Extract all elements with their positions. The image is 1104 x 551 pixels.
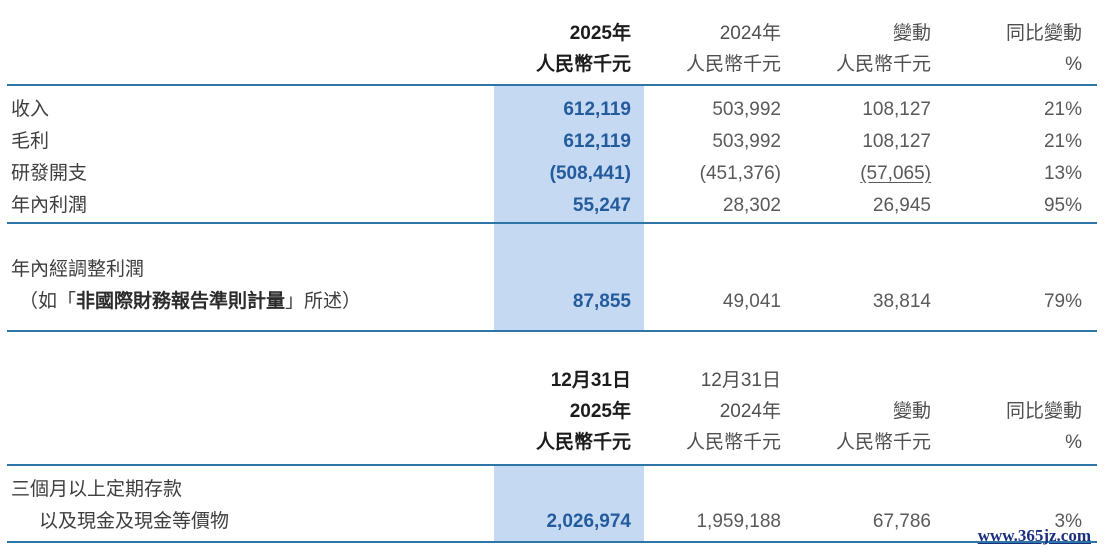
header-date-2025: 12月31日 [550,370,631,391]
value-2024: 49,041 [722,291,781,312]
row-label-adjusted: 年內經調整利潤 （如「非國際財務報告準則計量」所述） [0,254,494,318]
value-yoy: 95% [1043,195,1082,216]
table2-top-rule [7,464,1097,466]
header-2025-unit: 人民幣千元 [535,432,631,453]
header-blank [944,365,1082,396]
header-yoy: 同比變動 [1005,401,1082,422]
value-2025: (508,441) [549,163,631,184]
table2-header-col-yoy: 同比變動 % [944,365,1104,458]
value-change: 67,786 [872,511,931,532]
header-blank [794,365,931,396]
value-change: 26,945 [872,195,931,216]
deposits-label-line2: 以及現金及現金等價物 [39,511,230,532]
row-label: 年內利潤 [11,195,88,216]
value-yoy: 21% [1043,99,1082,120]
value-yoy: 13% [1043,163,1082,184]
value-2025: 612,119 [563,99,631,120]
adjusted-label-prefix: （如「 [19,291,77,312]
header-2025-year: 2025年 [569,401,631,422]
header-yoy: 同比變動 [1005,23,1082,44]
table1-body: 收入 612,119 503,992 108,127 21% 毛利 612,11… [0,86,1104,222]
value-yoy: 3% [1054,511,1082,532]
highlight-band-2025-table2 [494,466,644,541]
header-change-unit: 人民幣千元 [835,54,931,75]
row-label: 收入 [11,99,50,120]
table1-mid-rule [7,222,1097,224]
header-2025-year: 2025年 [569,23,631,44]
value-2025: 612,119 [563,131,631,152]
row-label: 研發開支 [11,163,88,184]
table1-header-col-yoy: 同比變動 % [944,18,1104,80]
header-yoy-unit: % [1065,432,1082,453]
adjusted-label-line2: （如「非國際財務報告準則計量」所述） [11,286,494,318]
table2-header-col-2024: 12月31日 2024年 人民幣千元 [644,365,794,458]
value-2024: 1,959,188 [696,511,781,532]
value-yoy: 21% [1043,131,1082,152]
table-row-rd-expense: 研發開支 (508,441) (451,376) (57,065) 13% [0,158,1104,190]
table1-header-col-change: 變動 人民幣千元 [794,18,944,80]
table1-header-col-2024: 2024年 人民幣千元 [644,18,794,80]
table2-header-col-2025: 12月31日 2025年 人民幣千元 [494,365,644,458]
header-change-unit: 人民幣千元 [835,432,931,453]
table-row-revenue: 收入 612,119 503,992 108,127 21% [0,94,1104,126]
value-2024: (451,376) [699,163,781,184]
value-2024: 503,992 [712,99,781,120]
table2-header-col-change: 變動 人民幣千元 [794,365,944,458]
value-change-underlined: (57,065) [860,163,931,184]
highlight-band-2025-table1 [494,86,644,330]
deposits-label-line1: 三個月以上定期存款 [11,479,183,500]
header-2024-unit: 人民幣千元 [685,432,781,453]
table2-bottom-rule [7,541,1097,543]
table1-bottom-rule [7,330,1097,332]
row-label-deposits: 三個月以上定期存款 以及現金及現金等價物 [0,474,494,538]
table-row-deposits-cash: 三個月以上定期存款 以及現金及現金等價物 2,026,974 1,959,188… [0,466,1104,541]
table2-header: 12月31日 2025年 人民幣千元 12月31日 2024年 人民幣千元 變動… [0,332,1104,464]
value-2025: 2,026,974 [546,511,631,532]
header-date-2024: 12月31日 [700,370,781,391]
adjusted-label-bold: 非國際財務報告準則計量 [76,291,286,312]
table1-header-col-2025: 2025年 人民幣千元 [494,18,644,80]
header-change: 變動 [892,401,931,422]
value-2025: 55,247 [572,195,631,216]
value-change: 108,127 [862,131,931,152]
header-yoy-unit: % [1065,54,1082,75]
header-2025-unit: 人民幣千元 [535,54,631,75]
value-2024: 503,992 [712,131,781,152]
table1-top-rule [7,84,1097,86]
header-2024-year: 2024年 [719,23,781,44]
table-row-gross-profit: 毛利 612,119 503,992 108,127 21% [0,126,1104,158]
value-2025: 87,855 [572,291,631,312]
table1-header: 2025年 人民幣千元 2024年 人民幣千元 變動 人民幣千元 同比變動 % [0,0,1104,84]
adjusted-label-line1: 年內經調整利潤 [11,259,145,280]
value-2024: 28,302 [722,195,781,216]
header-change: 變動 [892,23,931,44]
header-2024-unit: 人民幣千元 [685,54,781,75]
site-watermark: www.365jz.com [977,526,1091,545]
adjusted-label-suffix: 」所述） [285,291,362,312]
row-label: 毛利 [11,131,50,152]
table-row-profit-for-year: 年內利潤 55,247 28,302 26,945 95% [0,190,1104,222]
value-change: 108,127 [862,99,931,120]
value-yoy: 79% [1043,291,1082,312]
header-2024-year: 2024年 [719,401,781,422]
value-change: 38,814 [872,291,931,312]
table-row-adjusted-profit: 年內經調整利潤 （如「非國際財務報告準則計量」所述） 87,855 49,041… [0,224,1104,330]
